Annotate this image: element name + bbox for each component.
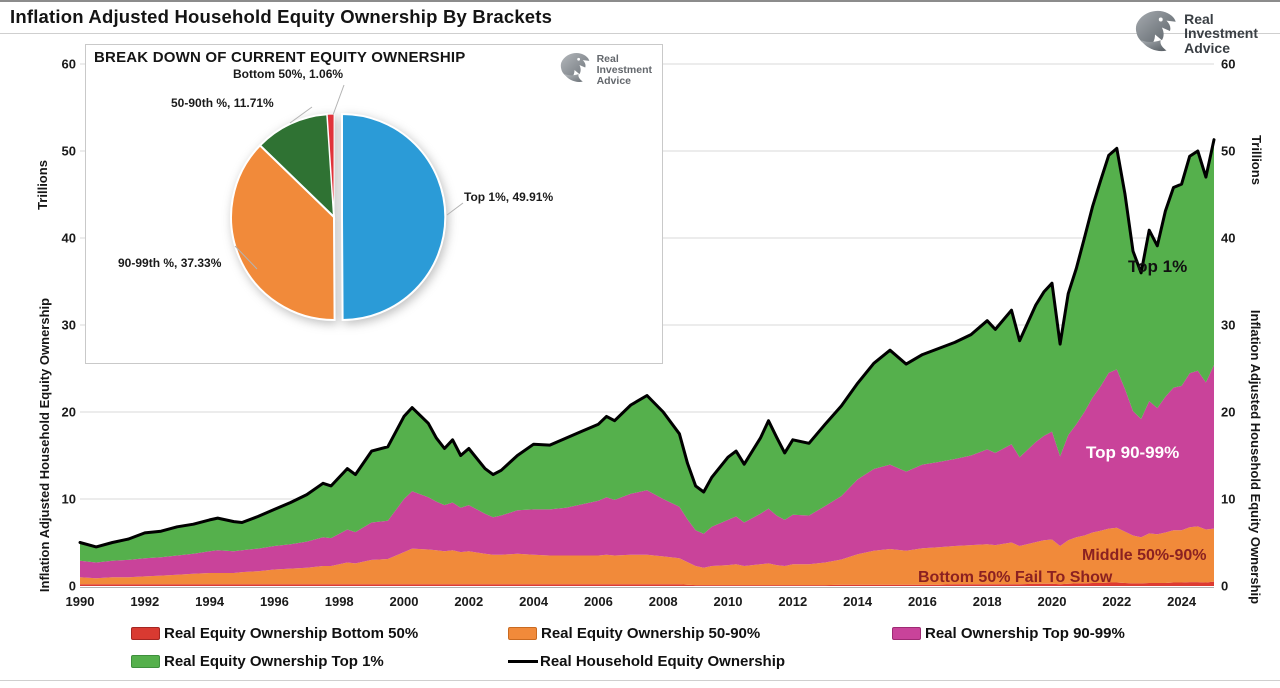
pie-slice-bottom-50- [326,113,335,218]
legend-label: Real Ownership Top 90-99% [925,625,1125,642]
x-tick-2020: 2020 [1038,594,1067,609]
y-axis-title-right: Inflation Adjusted Household Equity Owne… [1248,309,1263,605]
y-axis-unit-left: Trillions [35,160,50,210]
inset-brand-text: Real Investment Advice [596,52,652,87]
legend-item-50-90: Real Equity Ownership 50-90% [508,626,760,641]
pie-label-90-99: 90-99th %, 37.33% [118,256,222,270]
legend-item-bottom-50: Real Equity Ownership Bottom 50% [131,626,418,641]
x-tick-1990: 1990 [66,594,95,609]
y-tick-right-50: 50 [1221,144,1235,159]
y-tick-right-0: 0 [1221,579,1228,594]
pie-inset-title: BREAK DOWN OF CURRENT EQUITY OWNERSHIP [94,49,466,66]
pie-label-bottom-50: Bottom 50%, 1.06% [233,67,344,81]
legend-item-top-90-99: Real Ownership Top 90-99% [892,626,1125,641]
x-tick-2024: 2024 [1167,594,1197,609]
x-tick-2000: 2000 [390,594,419,609]
legend-line-swatch [508,660,538,663]
legend-swatch-top-1 [131,655,160,668]
x-tick-2018: 2018 [973,594,1002,609]
top-border [0,0,1280,2]
annotation-middle-50-90: Middle 50%-90% [1082,547,1207,564]
x-tick-2006: 2006 [584,594,613,609]
area-series-3 [80,139,1214,563]
legend-label: Real Household Equity Ownership [540,653,786,670]
legend-swatch-top-90-99 [892,627,921,640]
pie-leader-line [332,84,345,116]
pie-leader-line [234,245,258,270]
pie-slice-50-90th- [258,113,336,220]
y-axis-title-left: Inflation Adjusted Household Equity Owne… [37,297,52,593]
pie-slice-90-99th- [230,143,336,322]
x-tick-2012: 2012 [778,594,807,609]
annotation-top-1: Top 1% [1128,257,1188,276]
y-tick-left-10: 10 [62,492,76,507]
legend-label: Real Equity Ownership 50-90% [541,625,761,642]
x-tick-2014: 2014 [843,594,873,609]
y-tick-left-60: 60 [62,57,76,72]
y-tick-right-10: 10 [1221,492,1235,507]
y-tick-right-20: 20 [1221,405,1235,420]
y-tick-left-20: 20 [62,405,76,420]
x-tick-1998: 1998 [325,594,354,609]
area-series-1 [80,526,1214,586]
pie-slice-top-1- [341,112,447,322]
y-tick-right-60: 60 [1221,57,1235,72]
x-tick-2008: 2008 [649,594,678,609]
y-tick-left-50: 50 [62,144,76,159]
pie-label-top-1: Top 1%, 49.91% [464,190,554,204]
pie-leader-line [289,106,313,124]
legend-label: Real Equity Ownership Bottom 50% [164,625,419,642]
legend-swatch-bottom-50 [131,627,160,640]
pie-leader-line [446,202,464,216]
y-tick-left-30: 30 [62,318,76,333]
y-tick-left-0: 0 [69,579,76,594]
pie-label-50-90: 50-90th %, 11.71% [171,96,274,110]
legend-item-total-line: Real Household Equity Ownership [508,654,785,669]
brand-text: Real Investment Advice [1184,10,1258,56]
y-axis-unit-right: Trillions [1249,135,1264,185]
eagle-logo-icon [558,51,591,89]
x-tick-2010: 2010 [714,594,743,609]
legend-item-top-1: Real Equity Ownership Top 1% [131,654,384,669]
x-tick-1992: 1992 [130,594,159,609]
eagle-logo-icon [1132,8,1178,59]
x-tick-2016: 2016 [908,594,937,609]
total-line [78,138,1216,549]
area-series-2 [80,365,1214,579]
annotation-bottom-50: Bottom 50% Fail To Show [918,569,1113,586]
area-series-0 [80,581,1214,586]
x-tick-2002: 2002 [454,594,483,609]
title-separator [0,33,1280,34]
x-tick-1996: 1996 [260,594,289,609]
y-tick-left-40: 40 [62,231,76,246]
x-tick-2022: 2022 [1102,594,1131,609]
pie-chart [230,84,464,322]
bottom-border [0,680,1280,681]
legend-swatch-50-90 [508,627,537,640]
brand-logo: Real Investment Advice [1132,8,1258,59]
x-tick-2004: 2004 [519,594,549,609]
x-tick-1994: 1994 [195,594,225,609]
y-tick-right-30: 30 [1221,318,1235,333]
annotation-top-90-99: Top 90-99% [1086,443,1180,462]
y-tick-right-40: 40 [1221,231,1235,246]
page-title: Inflation Adjusted Household Equity Owne… [10,6,553,27]
pie-inset-panel: BREAK DOWN OF CURRENT EQUITY OWNERSHIP R… [85,44,663,364]
inset-brand-logo: Real Investment Advice [558,51,652,89]
legend-label: Real Equity Ownership Top 1% [164,653,384,670]
